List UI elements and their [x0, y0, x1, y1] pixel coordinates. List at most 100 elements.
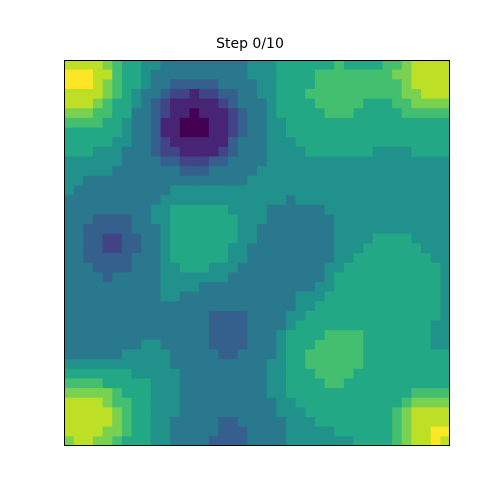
heatmap-cell	[411, 117, 422, 129]
heatmap-cell	[257, 243, 268, 254]
heatmap-cell	[392, 407, 403, 418]
heatmap-cell	[121, 359, 133, 370]
heatmap-cell	[382, 310, 393, 322]
heatmap-cell	[266, 204, 277, 215]
heatmap-cell	[160, 320, 171, 331]
heatmap-cell	[199, 233, 210, 244]
plot-frame	[64, 60, 450, 446]
heatmap-cell	[401, 253, 412, 264]
heatmap-cell	[401, 388, 412, 399]
heatmap-cell	[208, 349, 219, 360]
heatmap-cell	[324, 243, 335, 254]
heatmap-cell	[266, 272, 277, 283]
heatmap-cell	[112, 339, 123, 351]
heatmap-cell	[170, 272, 181, 283]
heatmap-cell	[343, 291, 355, 302]
heatmap-cell	[237, 349, 248, 360]
heatmap-cell	[228, 417, 239, 428]
heatmap-cell	[305, 214, 316, 225]
heatmap-cell	[228, 262, 239, 273]
heatmap-cell	[218, 388, 229, 399]
heatmap-cell	[411, 243, 422, 254]
heatmap-cell	[83, 397, 94, 408]
heatmap-cell	[64, 214, 75, 225]
heatmap-cell	[208, 79, 219, 90]
heatmap-cell	[334, 224, 345, 235]
heatmap-cell	[382, 320, 393, 331]
heatmap-cell	[237, 320, 248, 331]
heatmap-cell	[218, 79, 229, 90]
heatmap-cell	[170, 378, 181, 389]
heatmap-cell	[401, 166, 412, 177]
heatmap-cell	[401, 88, 412, 100]
heatmap-cell	[189, 137, 200, 148]
heatmap-cell	[334, 310, 345, 322]
heatmap-cell	[160, 243, 171, 254]
heatmap-cell	[83, 98, 94, 109]
heatmap-cell	[228, 359, 239, 370]
heatmap-cell	[295, 388, 306, 399]
heatmap-cell	[247, 137, 258, 148]
heatmap-cell	[121, 426, 133, 437]
heatmap-cell	[112, 195, 123, 206]
heatmap-cell	[382, 233, 393, 244]
heatmap-cell	[372, 195, 384, 206]
heatmap-cell	[276, 243, 287, 254]
heatmap-cell	[257, 339, 268, 351]
heatmap-cell	[121, 185, 133, 196]
heatmap-cell	[237, 88, 248, 100]
heatmap-cell	[102, 272, 113, 283]
heatmap-cell	[179, 98, 191, 109]
heatmap-cell	[372, 156, 384, 167]
heatmap-cell	[295, 214, 306, 225]
heatmap-cell	[218, 204, 229, 215]
heatmap-cell	[305, 378, 316, 389]
heatmap-cell	[102, 214, 113, 225]
heatmap-cell	[189, 417, 200, 428]
heatmap-cell	[363, 320, 374, 331]
heatmap-cell	[295, 243, 306, 254]
heatmap-cell	[150, 156, 162, 167]
heatmap-cell	[257, 407, 268, 418]
heatmap-cell	[363, 137, 374, 148]
heatmap-cell	[266, 339, 277, 351]
heatmap-cell	[102, 233, 113, 244]
heatmap-cell	[189, 166, 200, 177]
heatmap-cell	[401, 397, 412, 408]
heatmap-cell	[334, 214, 345, 225]
heatmap-cell	[266, 79, 277, 90]
heatmap-cell	[83, 137, 94, 148]
heatmap-cell	[179, 378, 191, 389]
heatmap-cell	[314, 262, 326, 273]
heatmap-cell	[83, 253, 94, 264]
heatmap-cell	[401, 233, 412, 244]
heatmap-cell	[392, 378, 403, 389]
heatmap-cell	[218, 291, 229, 302]
heatmap-cell	[392, 330, 403, 341]
heatmap-cell	[411, 378, 422, 389]
heatmap-cell	[131, 79, 142, 90]
heatmap-cell	[314, 330, 326, 341]
heatmap-cell	[285, 320, 297, 331]
heatmap-cell	[228, 214, 239, 225]
heatmap-cell	[314, 88, 326, 100]
heatmap-cell	[285, 243, 297, 254]
heatmap-cell	[102, 349, 113, 360]
heatmap-cell	[382, 407, 393, 418]
heatmap-cell	[64, 195, 75, 206]
heatmap-cell	[141, 330, 152, 341]
heatmap-cell	[92, 69, 104, 80]
heatmap-cell	[266, 98, 277, 109]
heatmap-cell	[73, 204, 84, 215]
heatmap-cell	[141, 88, 152, 100]
heatmap-cell	[150, 69, 162, 80]
heatmap-cell	[92, 253, 104, 264]
heatmap-cell	[353, 156, 364, 167]
heatmap-cell	[218, 60, 229, 71]
heatmap-cell	[314, 156, 326, 167]
heatmap-cell	[150, 349, 162, 360]
heatmap-cell	[372, 378, 384, 389]
heatmap-cell	[372, 359, 384, 370]
heatmap-cell	[121, 117, 133, 129]
